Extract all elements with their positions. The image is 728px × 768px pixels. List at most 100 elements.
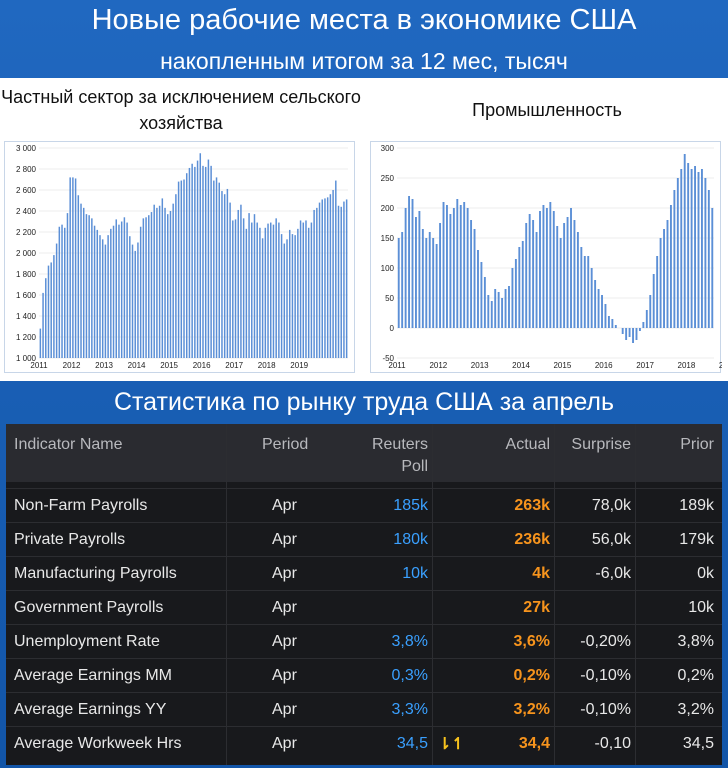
bar bbox=[549, 202, 552, 328]
bar bbox=[449, 214, 452, 328]
surprise-cell: 78,0k bbox=[591, 497, 631, 514]
bar bbox=[280, 234, 283, 358]
y-tick-label: 2 200 bbox=[16, 228, 37, 237]
bar bbox=[466, 208, 469, 328]
indicator-name-cell: Average Workweek Hrs bbox=[14, 735, 182, 752]
bar bbox=[251, 222, 253, 358]
bar bbox=[418, 211, 421, 328]
bar bbox=[442, 202, 445, 328]
table-row: Average Earnings MM Apr 0,3% 0,2% -0,10% 0,2% bbox=[6, 658, 722, 692]
column-divider bbox=[226, 424, 227, 765]
bar bbox=[101, 239, 104, 358]
y-tick-label: 150 bbox=[381, 234, 395, 243]
bar bbox=[275, 218, 277, 358]
indicator-name-cell: Manufacturing Payrolls bbox=[14, 565, 177, 582]
surprise-cell: 56,0k bbox=[591, 531, 631, 548]
y-tick-label: -50 bbox=[382, 354, 394, 363]
chart-title-private: Частный сектор за исключением сельского … bbox=[1, 87, 361, 133]
bar bbox=[169, 211, 172, 358]
actual-cell: 27k bbox=[523, 599, 550, 616]
bar bbox=[535, 232, 538, 328]
period-cell: Apr bbox=[272, 735, 297, 752]
x-tick-label: 2017 bbox=[225, 361, 243, 370]
bar bbox=[145, 217, 147, 358]
bar bbox=[404, 208, 407, 328]
x-tick-label: 2013 bbox=[471, 361, 489, 370]
bar bbox=[267, 223, 269, 358]
bar bbox=[632, 328, 634, 343]
bar bbox=[642, 322, 645, 328]
prior-cell: 10k bbox=[688, 599, 714, 616]
actual-cell: 3,2% bbox=[513, 701, 550, 718]
chart-private-sector: 3 000 2 800 2 600 2 400 2 200 2 000 1 800 1 600… bbox=[4, 141, 355, 373]
bar bbox=[343, 201, 345, 358]
period-cell: Apr bbox=[272, 701, 297, 718]
bar bbox=[652, 274, 655, 328]
bar bbox=[50, 262, 52, 358]
bar bbox=[191, 163, 193, 358]
bar bbox=[525, 223, 528, 328]
bar bbox=[223, 194, 226, 358]
bar bbox=[137, 242, 139, 358]
x-tick-label: 2012 bbox=[429, 361, 447, 370]
col-prior: Prior bbox=[680, 436, 714, 453]
prior-cell: 0,2% bbox=[677, 667, 714, 684]
col-actual: Actual bbox=[505, 436, 550, 453]
bar bbox=[91, 218, 93, 358]
bar bbox=[570, 208, 572, 328]
bar bbox=[53, 255, 55, 358]
bar bbox=[229, 202, 231, 358]
bar bbox=[93, 225, 96, 358]
bar bbox=[242, 218, 245, 358]
bar bbox=[172, 203, 174, 358]
bar bbox=[411, 199, 414, 328]
reuters-poll-cell: 3,8% bbox=[391, 633, 428, 650]
bar bbox=[202, 165, 204, 358]
bar bbox=[332, 190, 334, 358]
bar bbox=[64, 227, 66, 358]
bar bbox=[305, 220, 307, 358]
table-header: Indicator Name Period Reuters Poll Actua… bbox=[6, 424, 722, 482]
y-tick-label: 2 400 bbox=[16, 207, 37, 216]
bar bbox=[139, 226, 142, 358]
y-tick-label: 250 bbox=[381, 174, 395, 183]
bar bbox=[666, 220, 669, 328]
bar bbox=[232, 220, 234, 358]
bar bbox=[428, 232, 431, 328]
bar bbox=[161, 198, 164, 358]
bar bbox=[204, 166, 207, 358]
col-period: Period bbox=[262, 436, 309, 453]
bar bbox=[297, 228, 299, 358]
x-tick-label: 2019 bbox=[290, 361, 308, 370]
bar bbox=[673, 190, 676, 328]
bar bbox=[302, 222, 305, 358]
bar bbox=[528, 214, 531, 328]
bar bbox=[253, 214, 256, 358]
y-tick-label: 200 bbox=[381, 204, 395, 213]
bar bbox=[621, 328, 624, 334]
bar bbox=[425, 238, 428, 328]
x-tick-label: 2016 bbox=[595, 361, 613, 370]
surprise-cell: -0,10% bbox=[580, 701, 631, 718]
bar bbox=[532, 220, 535, 328]
bar bbox=[74, 178, 77, 358]
bar bbox=[88, 215, 90, 358]
bar bbox=[504, 289, 507, 328]
bar bbox=[286, 239, 288, 358]
y-tick-label: 100 bbox=[381, 264, 395, 273]
bar bbox=[55, 243, 58, 358]
bar bbox=[401, 232, 404, 328]
reuters-poll-cell: 3,3% bbox=[391, 701, 428, 718]
bar bbox=[594, 280, 597, 328]
bar bbox=[248, 213, 250, 358]
table-row: Average Workweek Hrs Apr 34,5 34,4 -0,10 34,5… bbox=[6, 726, 722, 760]
column-divider bbox=[432, 424, 433, 765]
bar bbox=[313, 209, 315, 358]
x-tick-label: 2015 bbox=[160, 361, 178, 370]
bar bbox=[237, 209, 239, 358]
x-tick-label: 2011 bbox=[30, 361, 48, 370]
reuters-poll-cell: 34,5 bbox=[396, 735, 428, 752]
bar bbox=[335, 180, 337, 358]
bar bbox=[264, 227, 267, 358]
col-reuters-poll: Reuters Poll bbox=[371, 436, 428, 475]
